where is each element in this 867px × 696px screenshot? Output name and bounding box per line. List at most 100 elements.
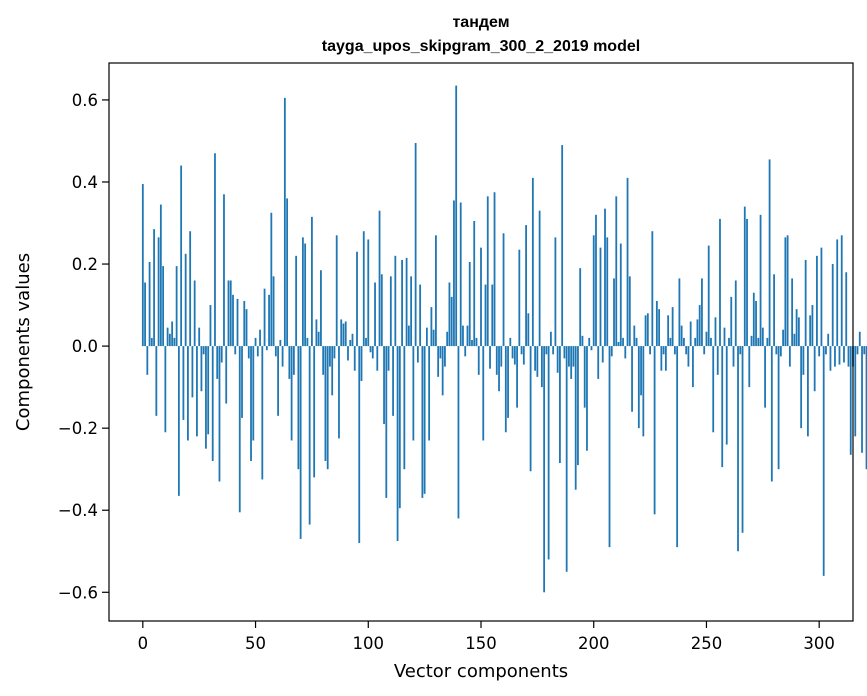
bar-44	[241, 346, 243, 418]
bar-289	[793, 333, 796, 347]
bar-298	[813, 346, 816, 392]
bar-308	[836, 239, 839, 347]
bar-320	[863, 346, 866, 355]
bar-108	[385, 346, 388, 498]
bar-149	[477, 346, 480, 375]
bar-57	[270, 212, 273, 347]
bar-285	[784, 237, 787, 347]
bar-275	[761, 327, 764, 347]
bar-86	[335, 235, 338, 347]
bar-216	[628, 276, 631, 347]
bar-199	[590, 346, 593, 351]
bar-122	[416, 346, 419, 363]
bar-278	[768, 159, 771, 347]
bar-92	[349, 339, 352, 347]
bar-68	[295, 255, 298, 347]
bar-103	[374, 282, 376, 347]
bar-48	[250, 346, 252, 461]
bar-128	[430, 307, 433, 347]
bar-265	[739, 346, 742, 355]
bar-47	[247, 346, 250, 359]
bar-175	[536, 346, 539, 377]
bar-269	[748, 346, 751, 388]
bar-90	[344, 321, 347, 347]
bar-309	[838, 346, 841, 365]
bar-65	[288, 346, 291, 379]
bar-154	[489, 346, 491, 369]
bar-127	[428, 346, 431, 441]
bar-35	[220, 346, 223, 363]
bar-223	[644, 315, 647, 347]
bar-20	[187, 346, 189, 441]
bar-191	[572, 346, 575, 367]
bar-222	[642, 346, 645, 437]
bar-24	[196, 346, 198, 437]
bar-104	[376, 346, 379, 371]
bar-124	[421, 346, 424, 498]
bar-239	[680, 325, 683, 347]
bar-281	[775, 346, 778, 355]
bar-156	[493, 192, 496, 347]
bar-273	[757, 337, 760, 347]
bar-292	[800, 346, 803, 429]
bar-272	[755, 300, 757, 347]
bar-126	[425, 327, 428, 347]
plot-frame	[108, 62, 854, 622]
bar-192	[574, 346, 577, 490]
bar-134	[444, 346, 446, 367]
bar-237	[676, 346, 679, 548]
bar-193	[577, 346, 579, 466]
bar-194	[579, 268, 582, 347]
bar-245	[694, 337, 697, 347]
bar-160	[502, 233, 505, 347]
bar-129	[432, 329, 435, 347]
bar-246	[696, 319, 699, 347]
bar-263	[734, 280, 737, 347]
bar-151	[482, 346, 485, 441]
bar-145	[468, 261, 471, 347]
bar-254	[714, 317, 717, 347]
bar-226	[651, 231, 654, 347]
x-tick-label: 50	[245, 634, 266, 653]
bar-11	[166, 327, 169, 347]
bar-235	[671, 307, 674, 347]
bar-300	[818, 346, 821, 357]
bar-30	[209, 305, 212, 347]
bar-238	[678, 278, 681, 347]
bar-61	[279, 339, 282, 347]
bar-73	[306, 337, 309, 347]
bar-227	[653, 346, 656, 515]
bar-7	[157, 237, 160, 347]
bar-29	[207, 346, 210, 435]
bar-220	[637, 346, 640, 429]
bar-82	[326, 346, 329, 470]
bar-50	[254, 337, 257, 347]
bar-190	[570, 346, 573, 379]
x-tick-label: 0	[138, 634, 149, 653]
bar-91	[347, 346, 349, 361]
bar-84	[331, 346, 334, 396]
bar-10	[164, 346, 167, 433]
bar-132	[439, 346, 442, 359]
bar-5	[153, 229, 155, 347]
bar-23	[193, 280, 196, 347]
bar-43	[238, 346, 241, 513]
bar-284	[782, 329, 785, 347]
bar-55	[265, 346, 268, 351]
y-tick-label: −0.4	[58, 501, 98, 520]
bar-188	[565, 346, 568, 572]
bar-3	[148, 261, 151, 347]
bar-147	[473, 220, 476, 347]
bar-0	[141, 184, 144, 347]
bar-9	[162, 266, 165, 347]
bar-248	[701, 278, 703, 347]
bar-267	[743, 206, 746, 347]
bar-34	[218, 346, 221, 482]
bar-8	[159, 204, 162, 347]
bar-168	[520, 346, 523, 355]
bar-152	[484, 284, 487, 347]
bar-247	[698, 305, 701, 347]
bar-120	[412, 346, 415, 441]
bar-140	[457, 346, 460, 519]
bar-54	[263, 288, 266, 347]
